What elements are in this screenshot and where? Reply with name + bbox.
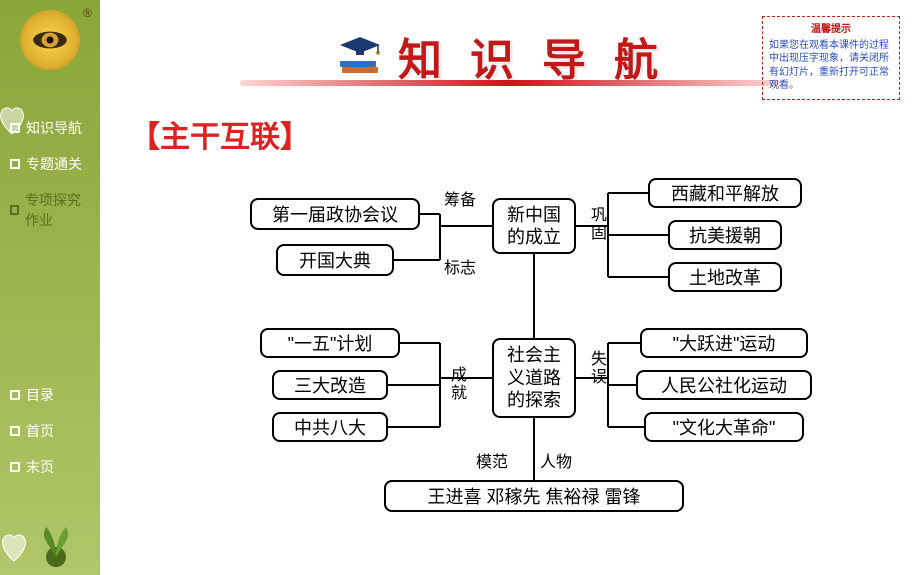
diagram-edge-label: 成就 [444, 366, 468, 402]
diagram-center-node: 新中国的成立 [492, 198, 576, 254]
brand-logo: ® [20, 10, 80, 70]
sidebar-item-label: 末页 [26, 457, 54, 477]
diagram-edge-label: 人物 [540, 448, 572, 472]
square-icon [10, 390, 20, 400]
diagram-node: "文化大革命" [644, 412, 804, 442]
diagram-node: 开国大典 [276, 244, 394, 276]
diagram-node: "大跃进"运动 [640, 328, 808, 358]
sidebar-item-label: 专项探究作业 [25, 190, 94, 230]
diagram-node: 三大改造 [272, 370, 388, 400]
diagram-edge-label: 巩固 [584, 206, 608, 242]
diagram-edge-label: 失误 [584, 350, 608, 386]
eye-icon [32, 29, 68, 51]
title-underline [240, 80, 780, 86]
diagram-node: 西藏和平解放 [648, 178, 802, 208]
concept-diagram: 新中国的成立社会主义道路的探索 第一届政协会议开国大典 西藏和平解放抗美援朝土地改革… [160, 170, 860, 550]
square-icon [10, 462, 20, 472]
registered-mark: ® [83, 6, 92, 20]
square-icon [10, 426, 20, 436]
page-title: 知识导航 [398, 24, 686, 88]
sidebar-item-label: 知识导航 [26, 118, 82, 138]
sidebar-item-label: 专题通关 [26, 154, 82, 174]
diagram-edge-label: 标志 [444, 254, 476, 278]
diagram-edge-label: 筹备 [444, 186, 476, 210]
page-title-banner: 知识导航 [334, 24, 686, 88]
section-heading: 【主干互联】 [130, 112, 310, 156]
diagram-node: 土地改革 [668, 262, 782, 292]
leaf-decor-icon [28, 513, 84, 569]
square-icon [10, 159, 20, 169]
notice-box: 温馨提示 如果您在观看本课件的过程中出现压字现象，请关闭所有幻灯片，重新打开可正… [762, 16, 900, 100]
diagram-node: 第一届政协会议 [250, 198, 420, 230]
diagram-node: 抗美援朝 [668, 220, 782, 250]
sidebar-item-label: 首页 [26, 421, 54, 441]
square-icon [10, 205, 19, 215]
sidebar-item-label: 目录 [26, 385, 54, 405]
sidebar-item-shouye[interactable]: 首页 [0, 413, 100, 449]
diagram-center-node: 社会主义道路的探索 [492, 338, 576, 418]
sidebar-item-zhuanti[interactable]: 专题通关 [0, 146, 100, 182]
diagram-node: 中共八大 [272, 412, 388, 442]
sidebar-item-zhuanxiang[interactable]: 专项探究作业 [0, 182, 100, 238]
heart-decor-icon [0, 100, 32, 140]
notice-title: 温馨提示 [769, 23, 893, 37]
graduation-books-icon [334, 33, 386, 79]
nav-group-secondary: 目录 首页 末页 [0, 377, 100, 485]
diagram-node: "一五"计划 [260, 328, 400, 358]
main-content: 知识导航 温馨提示 如果您在观看本课件的过程中出现压字现象，请关闭所有幻灯片，重… [100, 0, 920, 575]
notice-body: 如果您在观看本课件的过程中出现压字现象，请关闭所有幻灯片，重新打开可正常观看。 [769, 40, 889, 92]
diagram-node: 王进喜 邓稼先 焦裕禄 雷锋 [384, 480, 684, 512]
diagram-edge-label: 模范 [476, 448, 508, 472]
sidebar-item-mulu[interactable]: 目录 [0, 377, 100, 413]
sidebar-item-moye[interactable]: 末页 [0, 449, 100, 485]
diagram-node: 人民公社化运动 [636, 370, 812, 400]
sidebar: ® 知识导航 专题通关 专项探究作业 目录 首页 末页 [0, 0, 100, 575]
